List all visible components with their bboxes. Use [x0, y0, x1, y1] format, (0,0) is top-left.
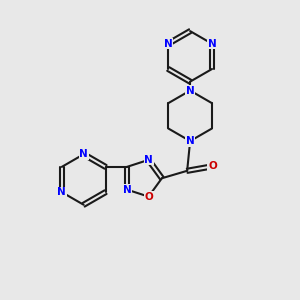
Text: N: N — [186, 136, 194, 146]
Text: N: N — [123, 184, 131, 195]
Text: N: N — [79, 149, 88, 159]
Text: N: N — [144, 155, 153, 165]
Text: N: N — [186, 85, 194, 96]
Text: N: N — [164, 39, 172, 49]
Text: O: O — [144, 192, 153, 202]
Text: O: O — [208, 161, 217, 171]
Text: N: N — [208, 39, 216, 49]
Text: N: N — [57, 187, 66, 197]
